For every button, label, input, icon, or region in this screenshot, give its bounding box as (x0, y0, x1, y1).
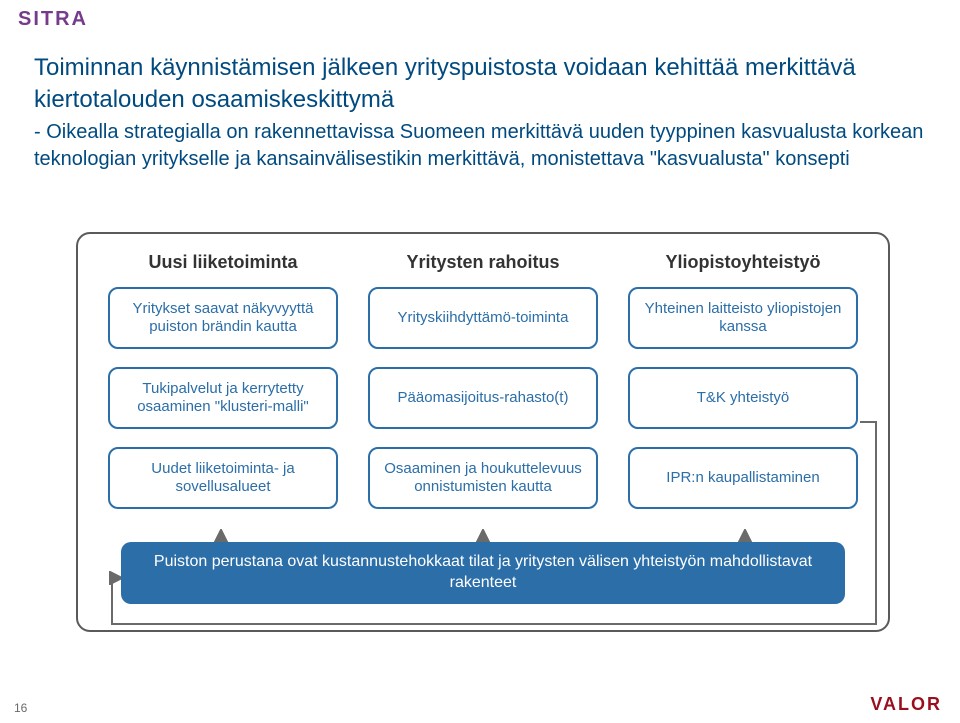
diagram-frame: Uusi liiketoiminta Yritykset saavat näky… (76, 232, 890, 632)
column-1: Uusi liiketoiminta Yritykset saavat näky… (108, 252, 338, 538)
column-2: Yritysten rahoitus Yrityskiihdyttämö-toi… (368, 252, 598, 538)
pill: Yrityskiihdyttämö-toiminta (368, 287, 598, 349)
pill: Yhteinen laitteisto yliopistojen kanssa (628, 287, 858, 349)
column-header: Yritysten rahoitus (406, 252, 559, 273)
title-sub-lead: - (34, 121, 41, 143)
title-main: Toiminnan käynnistämisen jälkeen yritysp… (34, 52, 926, 117)
pill: IPR:n kaupallistaminen (628, 447, 858, 509)
column-3: Yliopistoyhteistyö Yhteinen laitteisto y… (628, 252, 858, 538)
diagram-columns: Uusi liiketoiminta Yritykset saavat näky… (108, 252, 858, 538)
pill: Pääomasijoitus-rahasto(t) (368, 367, 598, 429)
page-number: 16 (14, 701, 27, 715)
brand-logo-bottom: VALOR (870, 694, 942, 715)
brand-logo-top: SITRA (18, 8, 88, 31)
title-sub-text: Oikealla strategialla on rakennettavissa… (34, 121, 923, 170)
title-subtitle: - Oikealla strategialla on rakennettavis… (34, 119, 926, 173)
column-header: Yliopistoyhteistyö (665, 252, 820, 273)
title-block: Toiminnan käynnistämisen jälkeen yritysp… (34, 52, 926, 173)
pill: Uudet liiketoiminta- ja sovellusalueet (108, 447, 338, 509)
diagram-footer-bar: Puiston perustana ovat kustannustehokkaa… (121, 542, 845, 604)
pill: Yritykset saavat näkyvyyttä puiston brän… (108, 287, 338, 349)
slide: SITRA Toiminnan käynnistämisen jälkeen y… (0, 0, 960, 723)
pill: T&K yhteistyö (628, 367, 858, 429)
column-header: Uusi liiketoiminta (148, 252, 297, 273)
pill: Osaaminen ja houkuttelevuus onnistumiste… (368, 447, 598, 509)
pill: Tukipalvelut ja kerrytetty osaaminen "kl… (108, 367, 338, 429)
